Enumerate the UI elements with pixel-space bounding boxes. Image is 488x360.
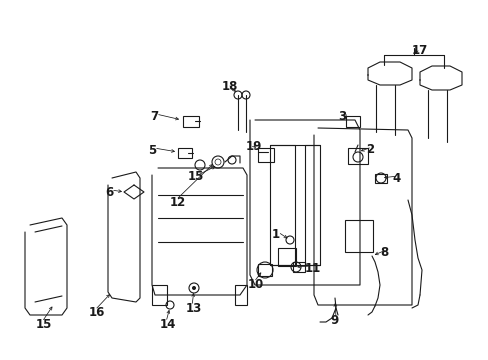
Text: 9: 9 [329,314,338,327]
Bar [152,285,167,305]
Text: 16: 16 [89,306,105,319]
Circle shape [192,286,196,290]
Text: 15: 15 [36,318,52,331]
Text: 11: 11 [305,262,321,275]
Text: 19: 19 [245,140,262,153]
Bar [178,148,192,158]
Text: 2: 2 [365,143,373,156]
Bar [292,262,305,272]
Bar [346,116,359,127]
Bar [374,174,386,183]
Text: 7: 7 [150,110,158,123]
Text: 10: 10 [247,278,264,291]
Bar [183,116,199,127]
Text: 18: 18 [222,80,238,93]
Text: 8: 8 [379,246,387,259]
Bar [235,285,246,305]
Text: 6: 6 [105,186,113,199]
Text: 14: 14 [160,318,176,331]
Text: 12: 12 [170,196,186,209]
Text: 5: 5 [148,144,156,157]
Bar [258,148,273,162]
Bar [345,220,372,252]
Bar [347,148,367,164]
Text: 15: 15 [187,170,204,183]
Bar [278,248,295,266]
Text: 13: 13 [185,302,202,315]
Bar [258,264,271,276]
Text: 1: 1 [271,228,280,241]
Text: 17: 17 [411,44,427,57]
Text: 3: 3 [337,110,346,123]
Text: 4: 4 [391,172,400,185]
